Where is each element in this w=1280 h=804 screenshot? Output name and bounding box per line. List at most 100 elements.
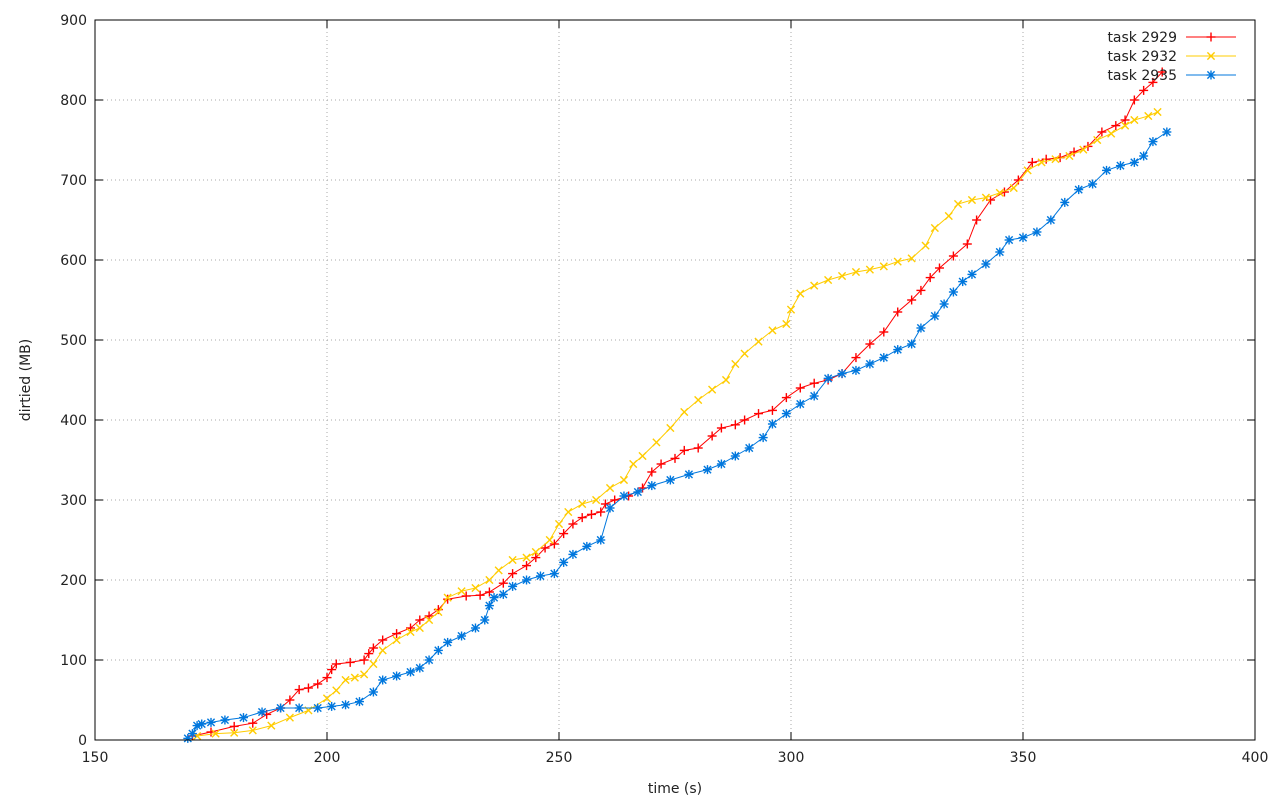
data-point: [893, 345, 903, 355]
legend-item: task 2929: [1107, 30, 1236, 46]
data-point: [540, 543, 550, 553]
data-point: [415, 615, 425, 625]
data-point: [406, 627, 415, 637]
data-point: [629, 459, 638, 469]
data-point: [1018, 233, 1028, 243]
data-point: [707, 431, 717, 441]
data-point: [559, 529, 569, 539]
data-point: [823, 373, 833, 383]
data-point: [364, 649, 374, 659]
data-point: [851, 267, 861, 277]
data-point: [368, 687, 378, 697]
data-point: [368, 643, 378, 653]
data-point: [549, 569, 559, 579]
y-tick-label: 400: [60, 413, 87, 429]
data-point: [1206, 32, 1216, 42]
data-point: [392, 629, 402, 639]
data-point: [531, 547, 540, 557]
legend-item: task 2935: [1107, 68, 1236, 84]
data-point: [484, 587, 494, 597]
data-point: [782, 319, 791, 329]
data-point: [851, 353, 861, 363]
data-point: [424, 655, 434, 665]
data-point: [471, 583, 480, 593]
data-point: [1009, 183, 1018, 193]
data-point: [1206, 51, 1216, 61]
data-point: [1079, 145, 1088, 154]
data-point: [647, 481, 657, 491]
data-point: [327, 665, 337, 675]
legend-label: task 2935: [1107, 68, 1177, 84]
data-point: [415, 663, 425, 673]
data-point: [285, 695, 295, 705]
data-point: [810, 281, 819, 290]
data-point: [1004, 235, 1014, 245]
data-point: [220, 715, 230, 725]
data-point: [498, 578, 508, 588]
data-point: [522, 575, 532, 585]
data-point: [1027, 157, 1037, 167]
data-point: [916, 323, 926, 333]
data-point: [953, 199, 963, 209]
data-point: [921, 241, 930, 250]
data-point: [1041, 154, 1051, 164]
data-point: [730, 451, 740, 461]
data-point: [332, 686, 341, 695]
data-point: [716, 459, 726, 469]
data-point: [313, 679, 323, 689]
data-point: [1129, 95, 1139, 105]
data-point: [457, 631, 467, 641]
data-point: [531, 553, 541, 563]
y-tick-label: 300: [60, 493, 87, 509]
data-point: [708, 385, 717, 394]
plot-frame: [94, 19, 1256, 741]
data-point: [360, 670, 369, 679]
data-point: [767, 405, 777, 415]
data-point: [680, 407, 689, 417]
data-point: [934, 263, 944, 273]
grid: [95, 20, 1255, 740]
data-point: [508, 569, 518, 579]
data-point: [638, 451, 647, 461]
data-point: [958, 277, 968, 287]
data-point: [879, 262, 888, 271]
data-point: [545, 535, 554, 545]
data-point: [378, 675, 388, 685]
data-point: [434, 607, 443, 617]
data-point: [470, 623, 480, 633]
data-point: [443, 593, 452, 602]
data-point: [327, 701, 337, 711]
data-point: [341, 700, 351, 710]
data-point: [475, 590, 485, 600]
data-point: [1148, 137, 1158, 147]
data-point: [1093, 135, 1102, 145]
data-point: [1060, 197, 1070, 207]
data-point: [619, 491, 629, 501]
data-point: [656, 459, 666, 469]
legend: task 2929 task 2932 task 2935: [1107, 30, 1236, 84]
data-point: [461, 591, 471, 601]
data-point: [1088, 179, 1098, 189]
data-point: [522, 561, 532, 571]
data-point: [795, 399, 805, 409]
data-point: [378, 635, 388, 645]
data-point: [809, 391, 819, 401]
data-point: [211, 729, 220, 738]
data-point: [754, 337, 763, 346]
data-point: [206, 717, 216, 727]
data-point: [716, 423, 726, 433]
data-point: [369, 659, 378, 669]
data-point: [916, 285, 926, 295]
data-point: [1153, 107, 1162, 117]
data-point: [443, 594, 453, 604]
data-point: [322, 694, 332, 703]
series-3: [183, 127, 1172, 743]
series-line: [197, 111, 1158, 737]
data-point: [694, 395, 703, 405]
data-point: [865, 265, 874, 274]
data-point: [851, 365, 861, 375]
data-point: [350, 673, 359, 682]
data-point: [879, 327, 889, 337]
data-point: [1162, 127, 1172, 137]
